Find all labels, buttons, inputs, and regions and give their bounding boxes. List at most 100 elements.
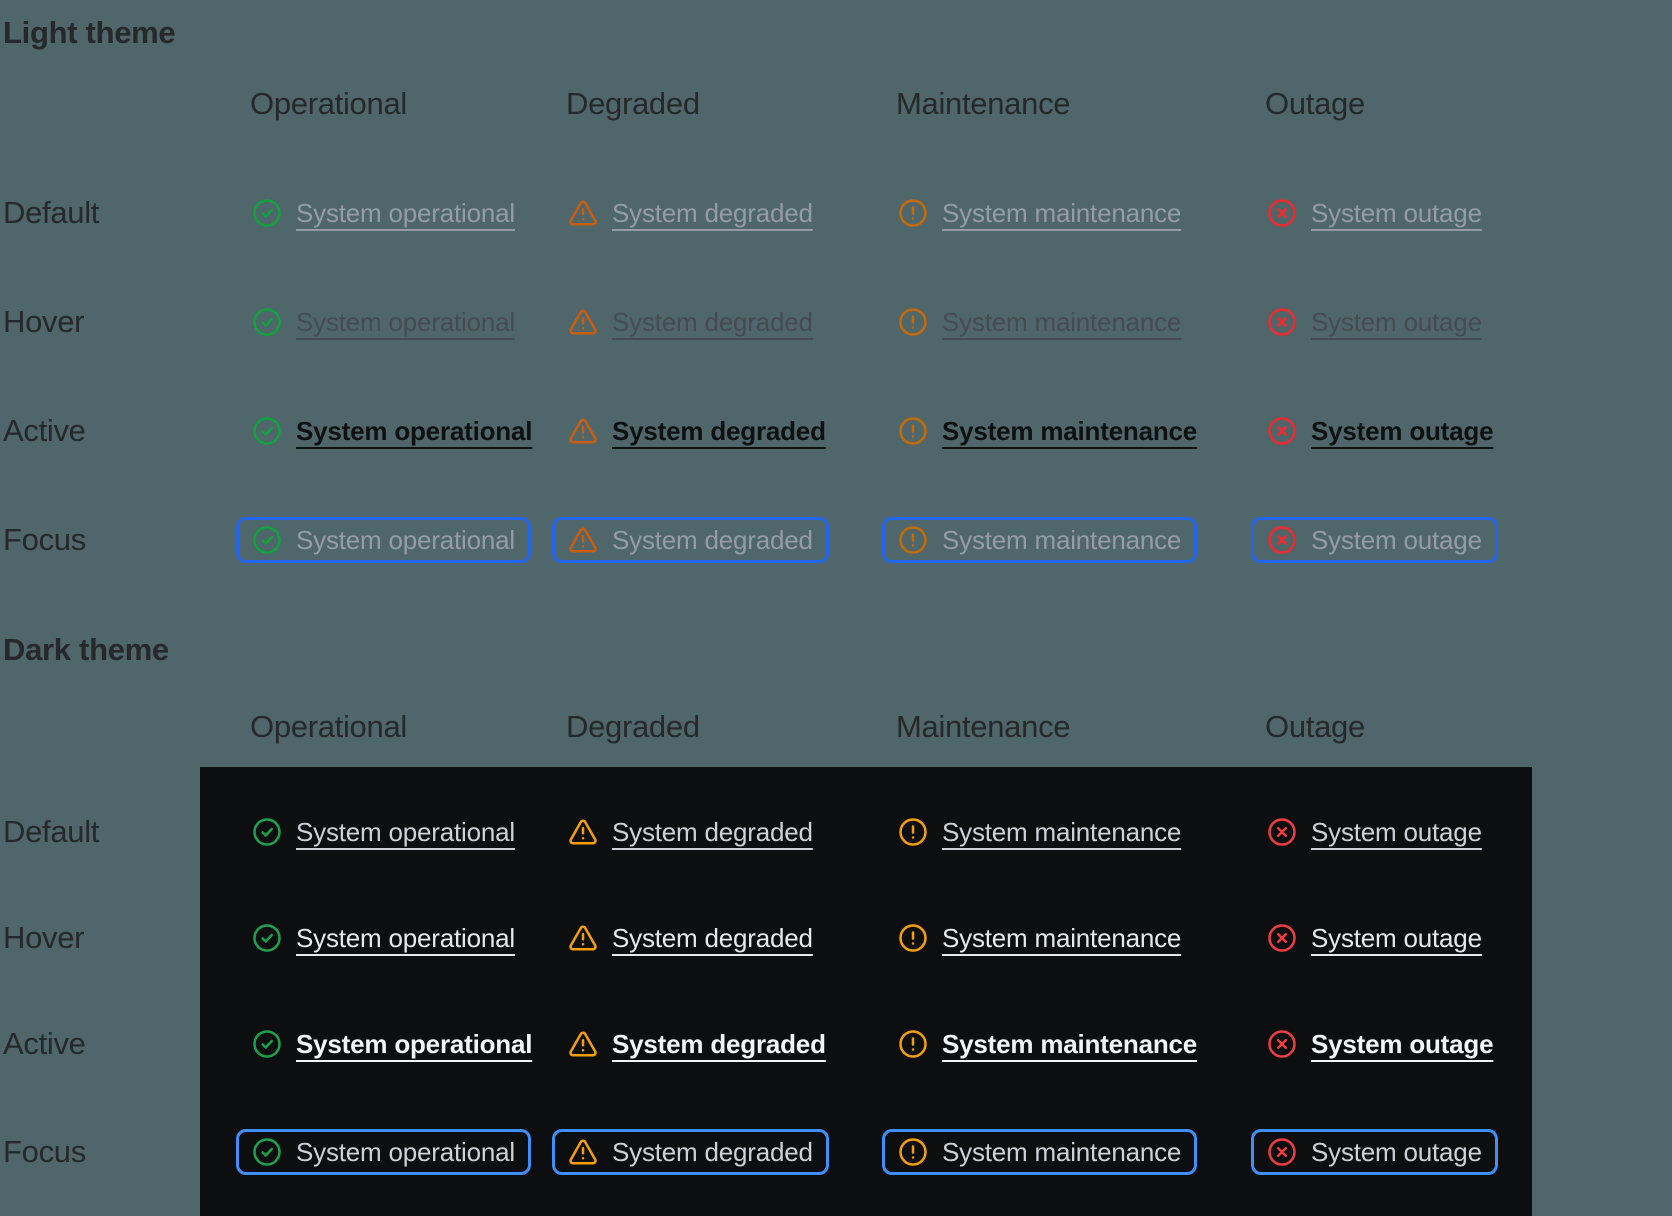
- status-link-outage-focus[interactable]: System outage: [1251, 517, 1498, 563]
- status-link-maintenance-focus[interactable]: System maintenance: [882, 517, 1198, 563]
- status-link-degraded-hover-dark[interactable]: System degraded: [552, 915, 829, 961]
- warning-triangle-icon: [568, 1137, 598, 1167]
- status-link-label: System maintenance: [942, 1136, 1182, 1167]
- alert-circle-icon: [898, 923, 928, 953]
- status-link-operational-default[interactable]: System operational: [236, 190, 531, 236]
- status-link-operational-focus-dark[interactable]: System operational: [236, 1129, 531, 1175]
- status-link-label: System operational: [296, 306, 515, 337]
- dark-row-label-default: Default: [3, 814, 100, 849]
- status-link-outage-focus-dark[interactable]: System outage: [1251, 1129, 1498, 1175]
- status-link-label: System maintenance: [942, 197, 1182, 228]
- dark-row-label-hover: Hover: [3, 920, 85, 955]
- light-row-label-default: Default: [3, 195, 100, 230]
- column-header-maintenance: Maintenance: [896, 709, 1071, 744]
- status-link-label: System degraded: [612, 1028, 826, 1059]
- status-link-label: System maintenance: [942, 1028, 1198, 1059]
- status-link-outage-hover-dark[interactable]: System outage: [1251, 915, 1498, 961]
- warning-triangle-icon: [568, 307, 598, 337]
- check-circle-icon: [252, 1029, 282, 1059]
- status-link-operational-active[interactable]: System operational: [236, 408, 548, 454]
- x-circle-icon: [1267, 923, 1297, 953]
- status-link-label: System degraded: [612, 197, 813, 228]
- status-link-label: System maintenance: [942, 415, 1198, 446]
- status-link-label: System maintenance: [942, 306, 1182, 337]
- alert-circle-icon: [898, 416, 928, 446]
- status-link-label: System outage: [1311, 1028, 1494, 1059]
- status-link-maintenance-hover-dark[interactable]: System maintenance: [882, 915, 1197, 961]
- status-link-label: System outage: [1311, 1136, 1482, 1167]
- dark-row-label-active: Active: [3, 1026, 86, 1061]
- status-link-maintenance-active-dark[interactable]: System maintenance: [882, 1021, 1213, 1067]
- column-header-operational: Operational: [250, 709, 407, 744]
- warning-triangle-icon: [568, 416, 598, 446]
- dark-theme-panel: [200, 767, 1532, 1216]
- column-header-outage: Outage: [1265, 86, 1365, 121]
- status-link-degraded-default-dark[interactable]: System degraded: [552, 809, 829, 855]
- alert-circle-icon: [898, 307, 928, 337]
- dark-theme-heading: Dark theme: [3, 632, 169, 667]
- status-link-operational-focus[interactable]: System operational: [236, 517, 531, 563]
- column-header-degraded: Degraded: [566, 86, 700, 121]
- light-theme-heading: Light theme: [3, 15, 176, 50]
- status-link-operational-hover[interactable]: System operational: [236, 299, 531, 345]
- status-link-operational-hover-dark[interactable]: System operational: [236, 915, 531, 961]
- check-circle-icon: [252, 525, 282, 555]
- status-link-label: System operational: [296, 524, 515, 555]
- dark-row-label-focus: Focus: [3, 1134, 86, 1169]
- check-circle-icon: [252, 923, 282, 953]
- status-link-operational-active-dark[interactable]: System operational: [236, 1021, 548, 1067]
- status-link-label: System outage: [1311, 415, 1494, 446]
- check-circle-icon: [252, 416, 282, 446]
- status-link-label: System outage: [1311, 306, 1482, 337]
- status-link-label: System degraded: [612, 816, 813, 847]
- light-row-label-active: Active: [3, 413, 86, 448]
- status-link-outage-default[interactable]: System outage: [1251, 190, 1498, 236]
- status-link-degraded-active-dark[interactable]: System degraded: [552, 1021, 842, 1067]
- status-link-label: System maintenance: [942, 524, 1182, 555]
- status-link-label: System degraded: [612, 524, 813, 555]
- status-link-degraded-hover[interactable]: System degraded: [552, 299, 829, 345]
- status-link-label: System degraded: [612, 1136, 813, 1167]
- status-link-label: System operational: [296, 922, 515, 953]
- status-link-label: System degraded: [612, 922, 813, 953]
- light-row-label-focus: Focus: [3, 522, 86, 557]
- status-link-label: System outage: [1311, 816, 1482, 847]
- alert-circle-icon: [898, 817, 928, 847]
- status-link-maintenance-focus-dark[interactable]: System maintenance: [882, 1129, 1198, 1175]
- status-link-label: System operational: [296, 1136, 515, 1167]
- status-link-label: System operational: [296, 1028, 533, 1059]
- status-link-outage-active[interactable]: System outage: [1251, 408, 1509, 454]
- status-link-maintenance-default[interactable]: System maintenance: [882, 190, 1197, 236]
- check-circle-icon: [252, 817, 282, 847]
- warning-triangle-icon: [568, 817, 598, 847]
- status-link-operational-default-dark[interactable]: System operational: [236, 809, 531, 855]
- x-circle-icon: [1267, 1137, 1297, 1167]
- status-link-outage-active-dark[interactable]: System outage: [1251, 1021, 1509, 1067]
- status-link-label: System operational: [296, 415, 533, 446]
- alert-circle-icon: [898, 525, 928, 555]
- status-link-maintenance-default-dark[interactable]: System maintenance: [882, 809, 1197, 855]
- status-link-degraded-default[interactable]: System degraded: [552, 190, 829, 236]
- status-link-degraded-focus-dark[interactable]: System degraded: [552, 1129, 829, 1175]
- status-link-degraded-active[interactable]: System degraded: [552, 408, 842, 454]
- column-header-degraded: Degraded: [566, 709, 700, 744]
- status-link-degraded-focus[interactable]: System degraded: [552, 517, 829, 563]
- status-link-label: System operational: [296, 816, 515, 847]
- status-link-label: System degraded: [612, 306, 813, 337]
- warning-triangle-icon: [568, 525, 598, 555]
- status-link-label: System outage: [1311, 524, 1482, 555]
- status-link-label: System maintenance: [942, 816, 1182, 847]
- status-link-label: System outage: [1311, 922, 1482, 953]
- status-link-maintenance-hover[interactable]: System maintenance: [882, 299, 1197, 345]
- x-circle-icon: [1267, 307, 1297, 337]
- status-link-label: System operational: [296, 197, 515, 228]
- status-link-label: System degraded: [612, 415, 826, 446]
- status-link-label: System maintenance: [942, 922, 1182, 953]
- alert-circle-icon: [898, 198, 928, 228]
- column-header-outage: Outage: [1265, 709, 1365, 744]
- status-link-maintenance-active[interactable]: System maintenance: [882, 408, 1213, 454]
- status-link-outage-hover[interactable]: System outage: [1251, 299, 1498, 345]
- status-link-outage-default-dark[interactable]: System outage: [1251, 809, 1498, 855]
- x-circle-icon: [1267, 525, 1297, 555]
